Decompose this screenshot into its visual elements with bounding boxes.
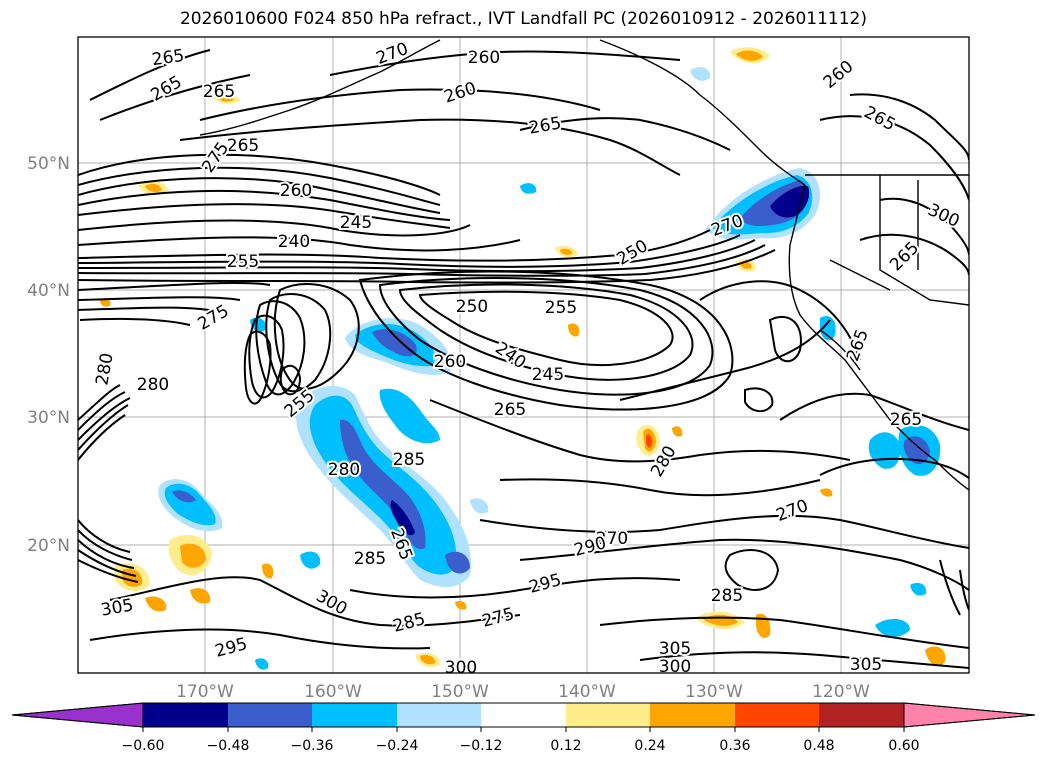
colorbar-swatch	[650, 703, 735, 727]
colorbar-swatch	[312, 703, 397, 727]
contour-label: 265	[203, 82, 235, 102]
lat-label: 20°N	[27, 536, 70, 556]
contour-label: 260	[468, 48, 500, 68]
contour-label: 280	[137, 375, 169, 395]
colorbar-swatch	[819, 703, 904, 727]
lon-label: 140°W	[558, 682, 616, 702]
contour-label: 255	[227, 252, 259, 272]
colorbar-right-extension	[903, 702, 1036, 728]
map-background	[78, 37, 969, 673]
map-frame	[77, 36, 970, 674]
colorbar-swatch	[735, 703, 819, 727]
lon-label: 160°W	[304, 682, 362, 702]
lon-label: 130°W	[685, 682, 743, 702]
colorbar: −0.60 −0.48 −0.36 −0.24 −0.12 0.12 0.24 …	[11, 702, 1036, 754]
coastlines	[199, 39, 969, 491]
contour-label: 270	[596, 529, 628, 549]
colorbar-tick-label: 0.36	[719, 738, 750, 754]
lat-label: 30°N	[27, 408, 70, 428]
contour-label: 300	[445, 658, 477, 678]
contour-label: 245	[532, 365, 564, 385]
colorbar-tick-label: −0.12	[460, 738, 503, 754]
colorbar-tick-label: 0.60	[888, 738, 919, 754]
colorbar-swatch	[481, 703, 566, 727]
colorbar-tick-label: −0.24	[376, 738, 419, 754]
colorbar-left-extension	[11, 702, 144, 728]
colorbar-tick-label: −0.60	[122, 738, 165, 754]
lon-label: 150°W	[431, 682, 489, 702]
lat-label: 50°N	[27, 154, 70, 174]
contour-label: 305	[659, 639, 691, 659]
colorbar-tick-label: −0.48	[207, 738, 250, 754]
colorbar-tick-label: −0.36	[291, 738, 334, 754]
latitude-labels: 50°N 40°N 30°N 20°N	[27, 154, 70, 556]
contour-label: 285	[393, 450, 425, 470]
colorbar-swatch	[143, 703, 228, 727]
contour-label: 300	[659, 657, 691, 677]
contour-label: 250	[456, 297, 488, 317]
contour-label: 265	[890, 410, 922, 430]
lon-label: 170°W	[176, 682, 234, 702]
contour-label: 260	[280, 181, 312, 201]
contour-label: 285	[711, 586, 743, 606]
colorbar-tick-label: 0.48	[803, 738, 834, 754]
map-title: 2026010600 F024 850 hPa refract., IVT La…	[179, 9, 867, 29]
colorbar-tick-label: 0.12	[550, 738, 581, 754]
lon-label: 120°W	[812, 682, 870, 702]
refractivity-contours	[78, 49, 969, 669]
contour-label: 240	[278, 232, 310, 252]
colorbar-tick-label: 0.24	[634, 738, 665, 754]
colorbar-swatch	[228, 703, 312, 727]
positive-anomaly-fill	[100, 47, 946, 668]
longitude-labels: 170°W 160°W 150°W 140°W 130°W 120°W	[176, 682, 870, 702]
contour-label: 265	[494, 400, 526, 420]
contour-label: 280	[328, 460, 360, 480]
contour-label: 265	[227, 136, 259, 156]
contour-label: 255	[545, 298, 577, 318]
contour-label: 305	[850, 655, 882, 675]
colorbar-swatch	[566, 703, 650, 727]
negative-anomaly-fill	[158, 67, 941, 670]
lat-label: 40°N	[27, 281, 70, 301]
contour-label: 285	[354, 549, 386, 569]
contour-label: 245	[340, 213, 372, 233]
contour-label: 260	[434, 352, 466, 372]
colorbar-swatch	[397, 703, 481, 727]
